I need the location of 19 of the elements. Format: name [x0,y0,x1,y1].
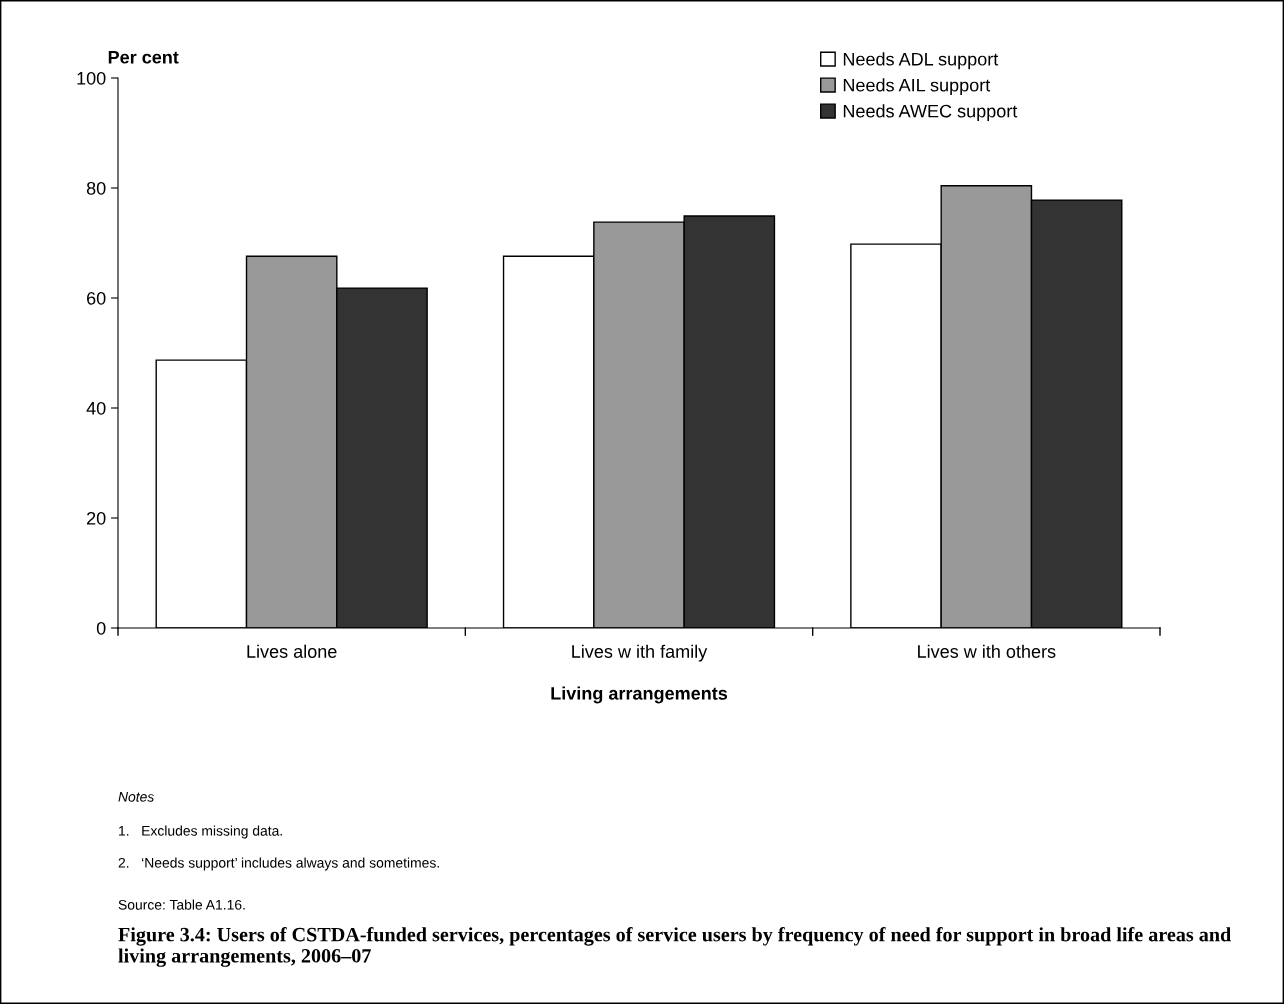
y-tick-label: 60 [87,291,106,305]
y-tick-label: 20 [87,511,106,525]
y-tick-label: 80 [86,181,106,195]
text: 1. Excludes missing data. [119,825,282,839]
x-axis-title: Living arrangements [551,686,728,704]
source-note: Source: Table A1.16. [118,899,245,910]
text: 2. ‘Needs support’ includes always and sometimes. [118,857,439,871]
y-tick-label: 0 [96,621,106,635]
x-tick-label: Lives w ith others [918,644,1056,658]
y-axis-title: Per cent [108,51,179,64]
x-tick-label: Lives alone [247,644,337,658]
y-tick-label: 100 [77,71,106,85]
x-tick-label: Lives w ith family [572,644,708,662]
legend-label: Needs AIL support [843,78,991,96]
y-tick-label: 40 [86,401,106,415]
legend-label: Needs AWEC support [843,104,1018,122]
text: Notes [118,792,154,802]
text: Figure 3.4: Users of CSTDA-funded services, percentages of service users by frequency of need for support in broad life areas and living arrangements, 2006–07 [118,927,1232,967]
legend-label: Needs ADL support [843,52,999,70]
